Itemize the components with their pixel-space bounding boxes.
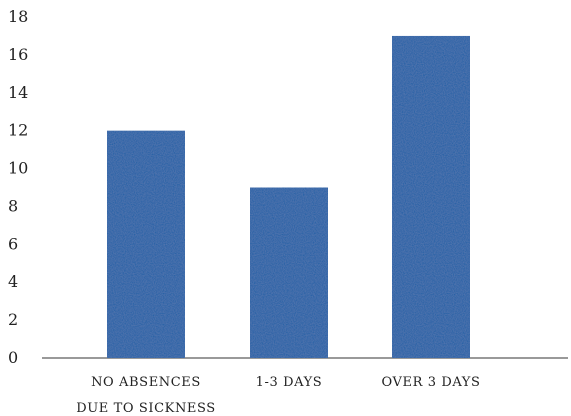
y-tick-label: 0 [8,348,18,367]
y-tick-label: 4 [8,272,18,291]
bar [107,130,185,358]
y-tick-label: 16 [8,45,28,64]
bar [392,35,470,358]
y-tick-label: 14 [8,83,28,102]
bar [250,187,328,358]
x-tick-label: OVER 3 DAYS [381,375,480,390]
y-axis-ticks: 0 2 4 6 8 10 12 14 16 18 [8,7,28,367]
y-tick-label: 8 [8,196,18,215]
y-tick-label: 6 [8,234,18,253]
x-tick-label: NO ABSENCES DUE TO SICKNESS [76,375,216,416]
y-tick-label: 12 [8,121,28,140]
bars [107,35,470,358]
y-tick-label: 10 [8,159,28,178]
x-axis-labels: NO ABSENCES DUE TO SICKNESS 1-3 DAYS OVER 3… [76,375,480,416]
y-tick-label: 2 [8,310,18,329]
y-tick-label: 18 [8,7,28,26]
x-tick-label: 1-3 DAYS [256,375,323,390]
